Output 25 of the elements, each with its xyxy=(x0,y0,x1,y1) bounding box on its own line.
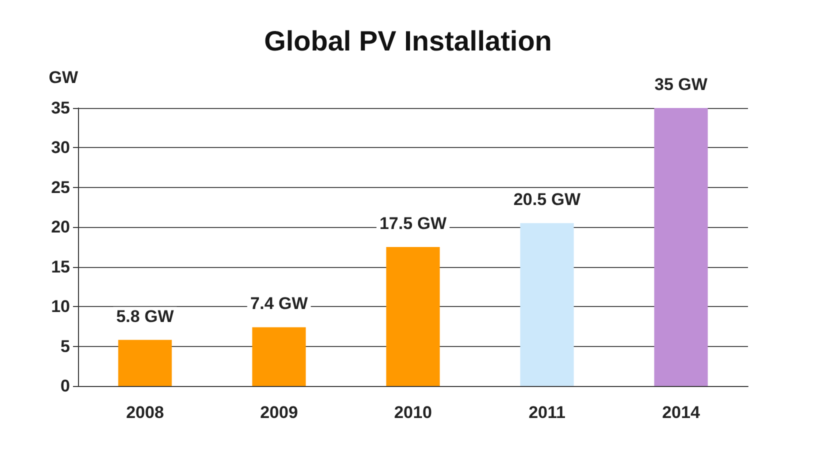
data-label: 7.4 GW xyxy=(250,294,309,314)
y-tick-label: 0 xyxy=(60,376,70,396)
bar xyxy=(520,223,574,386)
x-tick-label: 2014 xyxy=(662,403,700,422)
y-tick-label: 10 xyxy=(51,297,70,316)
y-tick-label: 20 xyxy=(51,218,70,237)
data-label: 17.5 GW xyxy=(379,214,448,233)
y-axis-title: GW xyxy=(48,68,79,87)
bar xyxy=(118,340,172,386)
x-tick-label: 2011 xyxy=(528,403,566,422)
x-tick-label: 2008 xyxy=(126,403,164,422)
data-label: 5.8 GW xyxy=(116,306,175,326)
x-tick-label: 2010 xyxy=(394,403,432,422)
bar xyxy=(252,327,306,386)
y-tick-label: 5 xyxy=(60,336,70,356)
y-tick-label: 25 xyxy=(51,178,70,197)
y-tick-label: 15 xyxy=(51,257,70,276)
chart-title: Global PV Installation xyxy=(264,26,552,56)
bar xyxy=(386,247,440,386)
data-label: 35 GW xyxy=(654,75,708,94)
data-label: 20.5 GW xyxy=(513,190,582,210)
y-tick-label: 30 xyxy=(51,138,70,158)
bar xyxy=(654,108,708,386)
y-tick-label: 35 xyxy=(51,98,70,118)
x-tick-label: 2009 xyxy=(260,403,298,422)
